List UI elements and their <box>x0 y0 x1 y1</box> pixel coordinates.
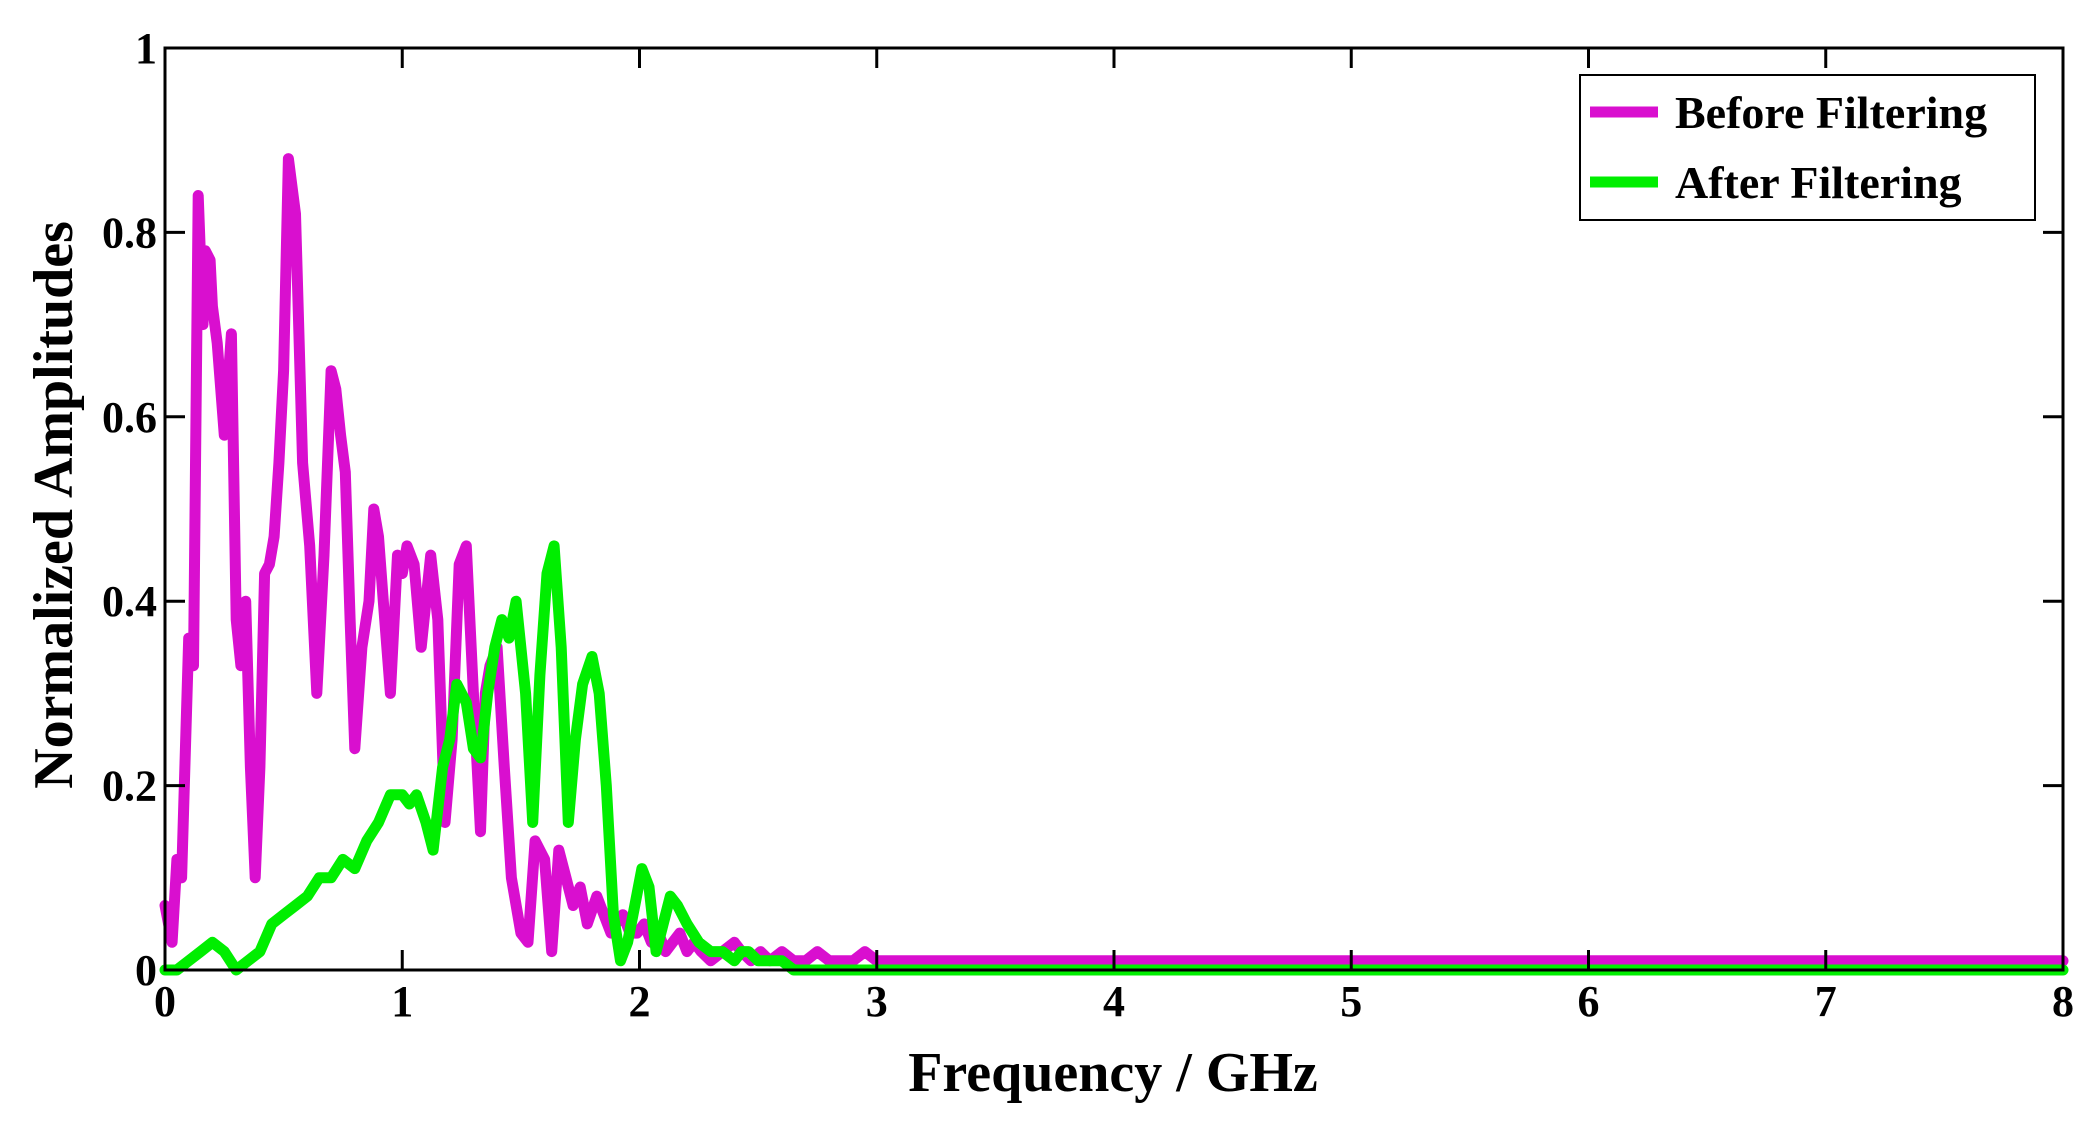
x-tick-label: 7 <box>1815 977 1837 1026</box>
x-tick-label: 3 <box>866 977 888 1026</box>
x-tick-label: 6 <box>1578 977 1600 1026</box>
legend-label: Before Filtering <box>1675 87 1987 138</box>
x-tick-label: 4 <box>1103 977 1125 1026</box>
x-tick-label: 0 <box>154 977 176 1026</box>
y-axis-label: Normalized Amplitudes <box>23 221 85 789</box>
x-tick-label: 2 <box>629 977 651 1026</box>
y-tick-label: 1 <box>135 24 157 73</box>
y-tick-label: 0 <box>135 946 157 995</box>
legend-box <box>1579 74 2036 221</box>
x-tick-label: 5 <box>1340 977 1362 1026</box>
y-tick-label: 0.2 <box>102 762 157 811</box>
x-tick-label: 8 <box>2052 977 2074 1026</box>
x-axis-label: Frequency / GHz <box>908 1042 1318 1104</box>
series-line-before-filtering <box>159 153 2069 967</box>
legend: Before Filtering After Filtering <box>1579 74 2036 221</box>
x-tick-label: 1 <box>391 977 413 1026</box>
y-tick-label: 0.8 <box>102 208 157 257</box>
y-tick-label: 0.4 <box>102 577 157 626</box>
y-tick-label: 0.6 <box>102 393 157 442</box>
legend-label: After Filtering <box>1675 157 1962 208</box>
axes-layer: 0 1 2 3 4 5 6 7 8 0 0.2 0.4 0.6 0.8 1 <box>102 24 2074 1026</box>
